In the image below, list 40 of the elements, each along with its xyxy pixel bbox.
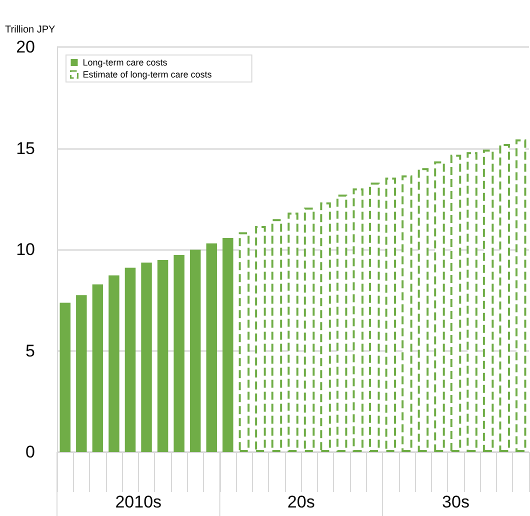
bar <box>402 175 412 452</box>
bar <box>108 275 120 452</box>
bar <box>92 284 104 452</box>
bar <box>288 212 298 452</box>
bar <box>206 243 217 452</box>
bar <box>124 268 136 452</box>
bar <box>434 161 445 452</box>
bar <box>369 182 380 452</box>
text: 30s <box>442 492 470 512</box>
y-tick-label: 5 <box>26 341 35 360</box>
bar <box>238 232 250 452</box>
bar <box>352 188 364 452</box>
legend-label: Estimate of long-term care costs <box>82 70 212 80</box>
bar <box>255 226 266 452</box>
y-axis-title: Trillion JPY <box>5 24 56 36</box>
text: 2010s <box>115 492 162 512</box>
legend-label: Long-term care costs <box>82 58 168 68</box>
y-tick-label: 20 <box>16 38 35 56</box>
bar <box>141 262 152 452</box>
y-tick-label: 0 <box>26 442 35 462</box>
bar <box>174 254 184 452</box>
y-tick-label: 10 <box>16 240 35 259</box>
bar <box>499 144 510 452</box>
bar <box>450 154 462 452</box>
bar <box>271 219 282 452</box>
bar <box>385 178 396 452</box>
bar <box>60 302 71 452</box>
bar <box>515 139 526 452</box>
bar <box>76 295 87 452</box>
bar <box>222 238 234 452</box>
y-tick-label: 15 <box>16 138 35 158</box>
text: 20s <box>287 492 315 512</box>
bar <box>320 202 331 452</box>
bar <box>336 194 348 452</box>
bar <box>190 250 201 452</box>
bar <box>157 260 168 452</box>
bar <box>304 208 315 452</box>
bar <box>482 150 494 452</box>
bar <box>418 168 429 452</box>
bar <box>466 152 478 452</box>
